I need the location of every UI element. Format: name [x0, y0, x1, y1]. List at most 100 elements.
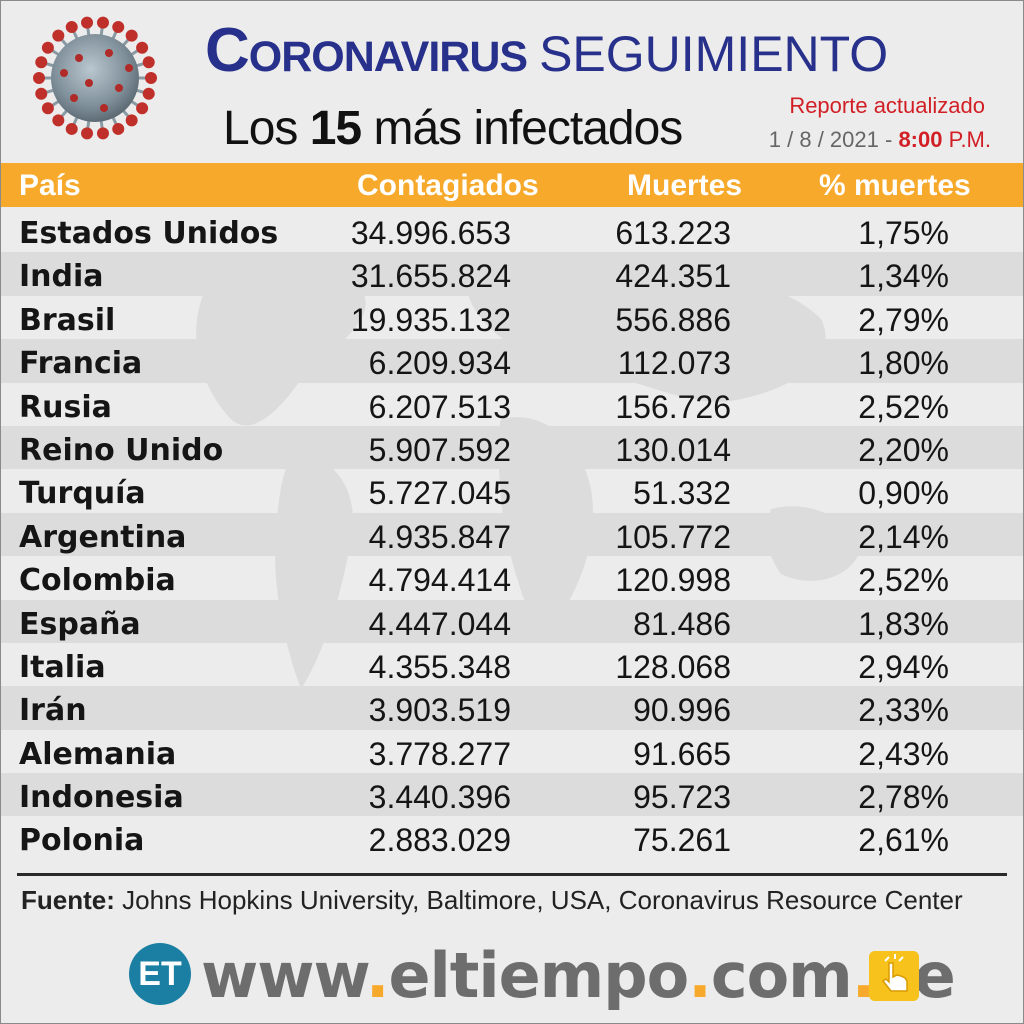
cell-country: Rusia [19, 389, 112, 425]
cell-country: Polonia [19, 823, 145, 859]
website-url[interactable]: www.eltiempo.com.ve [201, 939, 956, 1012]
cell-deaths: 95.723 [633, 779, 731, 816]
et-logo: ET [129, 943, 191, 1005]
cell-pct: 2,33% [858, 692, 949, 729]
column-header-deaths: Muertes [627, 169, 743, 202]
cell-deaths: 81.486 [633, 605, 731, 642]
cell-cases: 6.209.934 [368, 345, 511, 382]
table-row: Rusia 6.207.513 156.726 2,52% [1, 383, 1023, 426]
cell-pct: 2,94% [858, 648, 949, 685]
subtitle-prefix: Los [223, 102, 298, 155]
cell-deaths: 130.014 [615, 431, 731, 468]
cell-country: Argentina [19, 519, 187, 555]
subtitle-suffix: más infectados [373, 102, 683, 155]
table-row: India 31.655.824 424.351 1,34% [1, 252, 1023, 296]
cell-country: Estados Unidos [19, 216, 279, 251]
cell-cases: 19.935.132 [350, 301, 511, 338]
cell-pct: 2,43% [858, 735, 949, 772]
cell-cases: 6.207.513 [368, 388, 511, 425]
column-header-death-pct: % muertes [819, 169, 971, 202]
cell-country: España [19, 606, 141, 642]
cell-pct: 1,75% [858, 215, 949, 251]
cell-pct: 2,61% [858, 822, 949, 859]
time-suffix: P.M. [948, 127, 991, 152]
cell-country: Alemania [19, 736, 177, 772]
cell-deaths: 90.996 [633, 692, 731, 729]
cell-cases: 4.355.348 [368, 648, 511, 685]
table-row: Brasil 19.935.132 556.886 2,79% [1, 296, 1023, 339]
table-row: Reino Unido 5.907.592 130.014 2,20% [1, 425, 1023, 470]
report-date: 1 / 8 / 2021 - 8:00 P.M. [769, 127, 991, 153]
column-header-cases: Contagiados [357, 169, 539, 202]
cell-country: Brasil [19, 302, 116, 338]
cell-pct: 1,34% [858, 258, 949, 295]
cell-cases: 34.996.653 [350, 215, 511, 251]
cell-deaths: 424.351 [615, 258, 731, 295]
cell-cases: 5.727.045 [368, 475, 511, 512]
cell-country: Turquía [19, 476, 146, 512]
source-label: Fuente: [21, 885, 115, 915]
cell-country: Irán [19, 693, 87, 729]
cell-deaths: 128.068 [615, 648, 731, 685]
column-header-country: País [19, 169, 81, 202]
table-row: Polonia 2.883.029 75.261 2,61% [1, 816, 1023, 859]
cell-cases: 31.655.824 [350, 258, 511, 295]
table-row: Turquía 5.727.045 51.332 0,90% [1, 469, 1023, 512]
table-row: Italia 4.355.348 128.068 2,94% [1, 643, 1023, 686]
source-line: Fuente: Johns Hopkins University, Baltim… [21, 885, 963, 916]
table-header: País Contagiados Muertes % muertes [1, 163, 1023, 207]
cell-pct: 2,20% [858, 431, 949, 468]
cell-cases: 3.440.396 [368, 779, 511, 816]
cell-cases: 4.935.847 [368, 518, 511, 555]
time-text: 8:00 [898, 127, 943, 152]
cell-pct: 1,83% [858, 605, 949, 642]
cell-deaths: 156.726 [615, 388, 731, 425]
subtitle-number: 15 [309, 102, 362, 155]
cell-deaths: 120.998 [615, 562, 731, 599]
coronavirus-icon [33, 16, 157, 140]
cell-pct: 2,52% [858, 388, 949, 425]
cell-deaths: 105.772 [615, 518, 731, 555]
table-row: Indonesia 3.440.396 95.723 2,78% [1, 773, 1023, 817]
cell-country: Colombia [19, 563, 176, 599]
cell-cases: 2.883.029 [368, 822, 511, 859]
cell-pct: 2,14% [858, 518, 949, 555]
date-text: 1 / 8 / 2021 - [768, 127, 893, 152]
source-text: Johns Hopkins University, Baltimore, USA… [122, 885, 963, 915]
title-secondary: SEGUIMIENTO [539, 26, 889, 82]
cell-pct: 2,52% [858, 562, 949, 599]
cell-deaths: 112.073 [617, 345, 731, 382]
table-row: Colombia 4.794.414 120.998 2,52% [1, 556, 1023, 599]
report-label: Reporte actualizado [789, 93, 985, 118]
cell-cases: 5.907.592 [368, 431, 511, 468]
cell-cases: 4.447.044 [368, 605, 511, 642]
cell-deaths: 75.261 [633, 822, 731, 859]
cell-country: Reino Unido [19, 432, 224, 468]
cell-cases: 3.903.519 [368, 692, 511, 729]
cell-deaths: 51.332 [633, 475, 731, 512]
table-row: Irán 3.903.519 90.996 2,33% [1, 686, 1023, 730]
cell-country: India [19, 259, 104, 295]
cell-deaths: 613.223 [615, 215, 731, 251]
cell-pct: 2,79% [858, 301, 949, 338]
table-row: Estados Unidos 34.996.653 613.223 1,75% [1, 209, 1023, 252]
table-row: Argentina 4.935.847 105.772 2,14% [1, 512, 1023, 557]
title-main: Coronavirus [205, 16, 528, 85]
page-title: Coronavirus SEGUIMIENTO [205, 15, 888, 95]
table-row: Francia 6.209.934 112.073 1,80% [1, 339, 1023, 383]
cell-country: Francia [19, 346, 143, 382]
cell-deaths: 556.886 [615, 301, 731, 338]
table-row: Alemania 3.778.277 91.665 2,43% [1, 730, 1023, 773]
subtitle: Los 15 más infectados [223, 101, 683, 156]
cell-country: Italia [19, 649, 106, 685]
cell-pct: 1,80% [858, 345, 949, 382]
cell-country: Indonesia [19, 780, 184, 816]
table-row: España 4.447.044 81.486 1,83% [1, 599, 1023, 643]
cell-pct: 0,90% [858, 475, 949, 512]
cell-pct: 2,78% [858, 779, 949, 816]
divider [17, 873, 1007, 876]
cell-cases: 3.778.277 [368, 735, 511, 772]
cell-deaths: 91.665 [633, 735, 731, 772]
pointing-hand-icon [869, 951, 919, 1001]
